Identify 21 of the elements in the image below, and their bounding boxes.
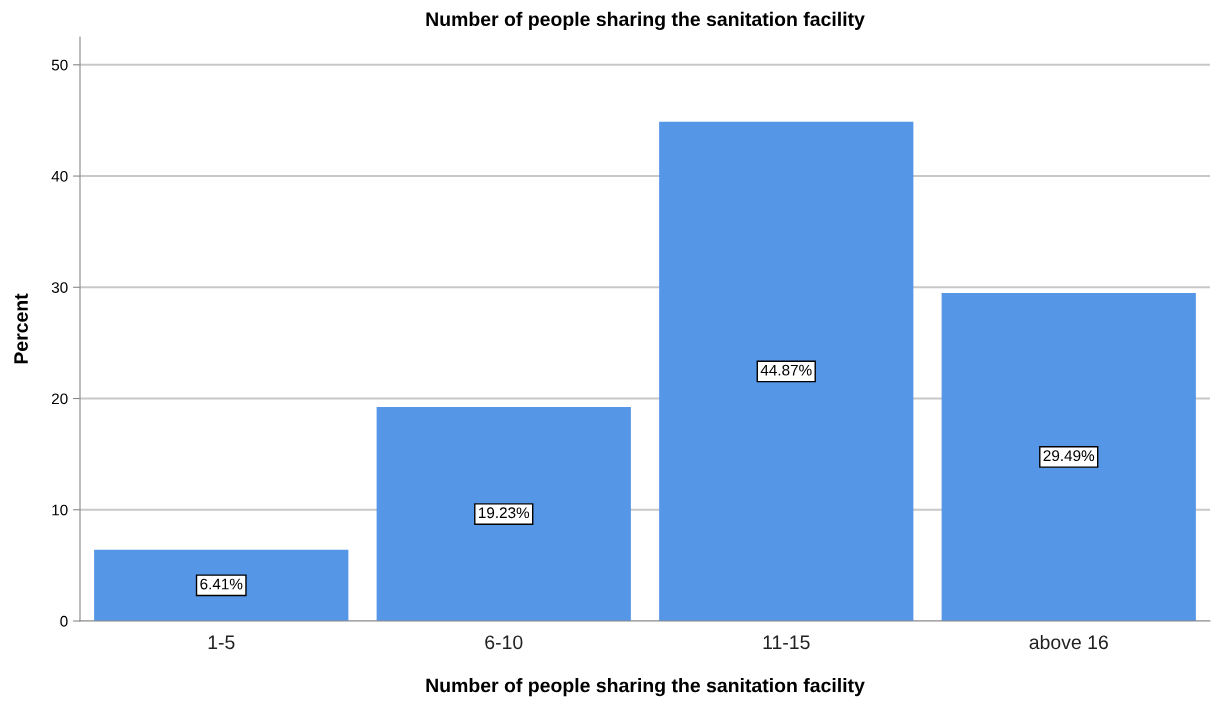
bar — [659, 121, 914, 621]
y-tick-label: 50 — [51, 59, 68, 71]
y-axis-title: Percent — [14, 293, 28, 364]
y-tick-label: 30 — [51, 282, 68, 293]
data-label: 29.49% — [1043, 450, 1095, 462]
x-tick-label: above 16 — [1029, 634, 1108, 650]
data-label: 44.87% — [760, 364, 812, 376]
data-label: 19.23% — [479, 507, 530, 519]
x-tick-label: 1-5 — [208, 635, 235, 650]
data-label: 6.41% — [200, 578, 243, 590]
chart-title: Number of people sharing the sanitation facility — [426, 11, 865, 31]
y-tick-label: 20 — [51, 393, 68, 405]
y-tick-label: 10 — [52, 504, 68, 516]
y-tick-label: 0 — [60, 615, 68, 627]
y-tick-label: 40 — [51, 170, 68, 182]
bar — [941, 292, 1196, 621]
bar — [94, 549, 349, 621]
x-tick-label: 6-10 — [485, 635, 523, 650]
bar — [376, 407, 631, 621]
x-axis-title: Number of people sharing the sanitation facility — [426, 678, 865, 697]
x-tick-label: 11-15 — [763, 635, 810, 650]
